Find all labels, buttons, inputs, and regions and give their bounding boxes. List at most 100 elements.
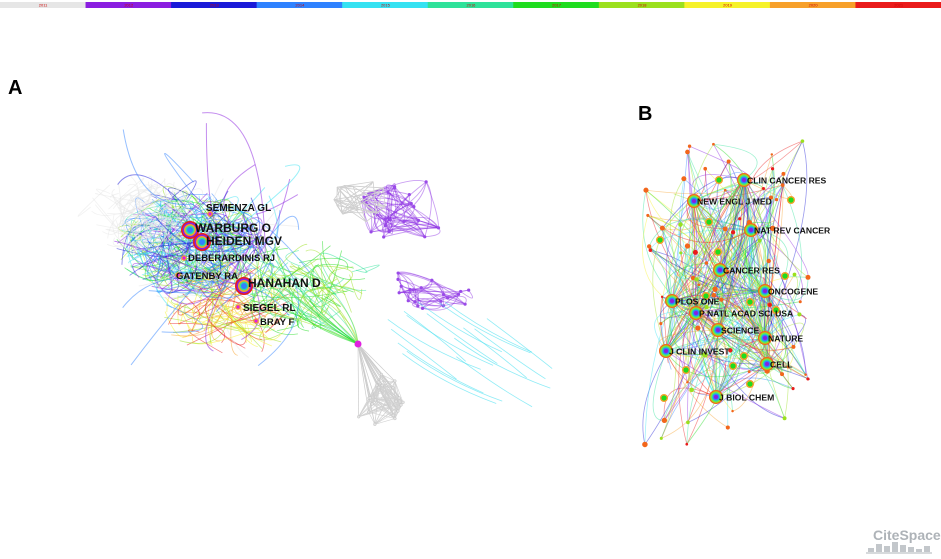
citation-link <box>182 225 222 275</box>
citation-link <box>372 403 402 406</box>
citation-link <box>719 140 803 271</box>
citation-link <box>665 200 695 352</box>
network-node <box>413 300 417 304</box>
citation-link <box>660 290 766 324</box>
citation-link <box>652 200 695 352</box>
citation-link <box>408 279 433 302</box>
citation-link <box>750 229 766 339</box>
network-node <box>791 344 796 349</box>
citation-link <box>143 225 171 252</box>
citation-link <box>91 189 177 216</box>
citation-link <box>383 187 386 207</box>
citation-link <box>260 308 359 345</box>
citation-link <box>665 346 794 358</box>
citation-link <box>398 272 417 302</box>
citation-link <box>421 283 445 295</box>
network-node-core <box>747 299 753 305</box>
citation-link <box>684 245 717 398</box>
network-node <box>684 243 691 249</box>
citation-link <box>665 179 745 352</box>
citation-link <box>697 229 752 329</box>
network-b-node <box>737 173 751 187</box>
citation-link <box>205 294 246 349</box>
network-node <box>722 226 728 232</box>
timeline-year-label: 2013 <box>210 3 220 8</box>
citation-link <box>697 228 726 398</box>
citation-link <box>460 289 474 299</box>
citation-link <box>693 200 707 264</box>
citation-link <box>717 154 773 331</box>
citation-link <box>693 184 783 202</box>
citation-link <box>738 229 766 339</box>
network-node <box>712 142 715 146</box>
citation-link <box>695 252 702 314</box>
citation-link <box>285 250 302 267</box>
network-node <box>782 416 787 421</box>
citation-link <box>728 161 766 339</box>
network-node <box>685 442 689 446</box>
panel-b-letter: B <box>638 103 652 125</box>
citation-link <box>687 179 750 383</box>
citation-link <box>706 179 748 308</box>
network-node <box>416 218 421 223</box>
network-b-node <box>711 323 725 337</box>
citation-link <box>425 181 439 228</box>
citation-link <box>194 303 251 325</box>
citation-link <box>384 181 427 226</box>
network-node-core <box>788 197 794 203</box>
citation-link <box>486 318 553 369</box>
citation-link <box>180 189 191 203</box>
citation-link <box>665 350 729 428</box>
network-a-links <box>77 112 553 426</box>
citation-link <box>361 201 439 229</box>
citation-link <box>701 329 719 398</box>
network-node <box>726 159 731 164</box>
citation-link <box>198 270 220 321</box>
network-a-node-label: WARBURG O <box>195 221 271 235</box>
citation-link <box>143 275 214 297</box>
timeline-year-label: 2016 <box>467 3 477 8</box>
citation-link <box>665 290 766 352</box>
citation-link <box>671 189 726 302</box>
network-node <box>712 286 718 292</box>
citation-link <box>642 215 697 314</box>
citation-link <box>687 151 697 314</box>
citation-link <box>351 264 380 273</box>
citation-link <box>691 200 766 292</box>
citation-link <box>242 247 289 281</box>
citation-link <box>407 289 416 303</box>
citation-link <box>665 337 768 365</box>
hub-node <box>354 340 362 348</box>
network-b-node <box>758 331 772 345</box>
citation-link <box>751 184 783 339</box>
citation-link <box>184 207 211 264</box>
network-node <box>416 304 420 308</box>
citation-link <box>126 252 193 273</box>
citation-link <box>365 200 373 232</box>
citation-link <box>715 179 753 398</box>
citation-link <box>375 206 386 214</box>
network-a-node <box>235 304 241 310</box>
network-a-node <box>235 277 253 295</box>
citation-link <box>398 272 459 295</box>
timeline-segment-2017 <box>513 2 600 8</box>
citation-link <box>337 186 381 193</box>
citation-link <box>245 262 289 309</box>
citation-link <box>328 266 354 296</box>
citation-link <box>715 290 766 398</box>
citation-link <box>191 192 261 236</box>
citation-link <box>647 215 721 271</box>
citation-link <box>723 228 766 292</box>
citation-link <box>408 297 448 302</box>
citation-link <box>665 184 783 352</box>
citation-link <box>375 187 384 214</box>
citation-link <box>665 277 698 352</box>
citation-link <box>669 300 706 356</box>
network-node <box>792 272 797 277</box>
network-a-node <box>175 272 181 278</box>
citation-link <box>375 385 383 401</box>
citation-link <box>740 179 794 348</box>
citation-link <box>717 229 765 331</box>
citation-link <box>743 179 766 339</box>
network-node <box>643 187 649 193</box>
